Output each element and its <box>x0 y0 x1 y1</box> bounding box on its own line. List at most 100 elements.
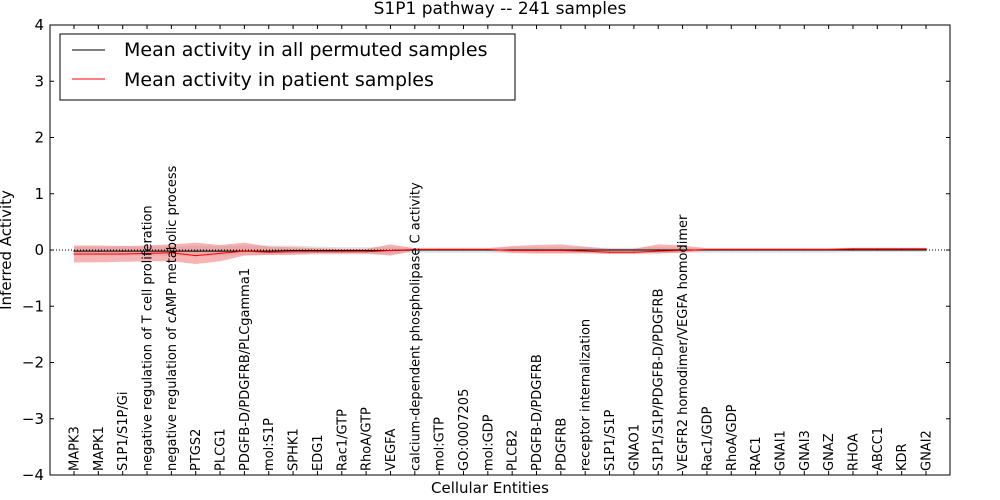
permuted-point-mapk1 <box>97 250 99 252</box>
x-tick-label-gnai2: GNAI2 <box>920 430 935 471</box>
patient-point-rhoa-gtp <box>365 251 367 253</box>
patient-point-gnai2 <box>925 248 927 250</box>
x-tick-label-negative-regulation-of-t-cell-proliferation: negative regulation of T cell proliferat… <box>141 205 156 471</box>
x-tick-label-rac1-gdp: Rac1/GDP <box>700 406 715 471</box>
permuted-point-mapk3 <box>73 250 75 252</box>
legend-box <box>59 33 516 101</box>
permuted-point-gnao1 <box>633 249 635 251</box>
x-tick-label-vegfr2-homodimer-vegfa-homodimer: VEGFR2 homodimer/VEGFA homodimer <box>676 214 691 471</box>
x-tick-label-pdgfb-d-pdgfrb: PDGFB-D/PDGFRB <box>530 354 545 471</box>
legend-label-permuted: Mean activity in all permuted samples <box>124 39 487 61</box>
y-axis: −4 −3 −2 −1 0 1 2 3 4 <box>22 16 950 484</box>
y-tick-label: 3 <box>34 72 44 90</box>
patient-point-negative-regulation-of-camp-metabolic-process <box>170 252 172 254</box>
permuted-point-receptor-internalization <box>584 249 586 251</box>
permuted-point-rhoa <box>852 249 854 251</box>
x-axis: MAPK3 MAPK1 S1P1/S1P/Gi negative regulation… <box>68 25 935 475</box>
y-tick-label: 2 <box>34 129 44 147</box>
band-layer <box>74 242 926 265</box>
patient-point-s1p1-s1p-pdgfb-d-pdgfrb <box>657 250 659 252</box>
patient-point-sphk1 <box>292 251 294 253</box>
patient-point-s1p1-s1p <box>608 251 611 253</box>
permuted-point-kdr <box>901 249 903 251</box>
patient-point-mol-s1p <box>268 251 270 253</box>
series-line-layer <box>73 248 927 257</box>
x-axis-label: Cellular Entities <box>431 479 549 497</box>
x-tick-label-plcb2: PLCB2 <box>506 430 521 471</box>
x-tick-label-go-0007205: GO:0007205 <box>457 389 472 471</box>
y-tick-label: −4 <box>22 466 44 484</box>
patient-point-mapk3 <box>73 253 75 255</box>
x-tick-label-s1p1-s1p-gi: S1P1/S1P/Gi <box>116 392 131 471</box>
permuted-point-s1p1-s1p-gi <box>122 250 124 252</box>
permuted-point-edg1 <box>316 249 319 252</box>
y-axis-label: Inferred Activity <box>0 190 15 310</box>
x-tick-label-ptgs2: PTGS2 <box>189 429 204 471</box>
patient-point-abcc1 <box>876 248 878 250</box>
patient-point-vegfa <box>389 249 392 252</box>
legend-label-patient: Mean activity in patient samples <box>124 69 434 91</box>
patient-point-rac1 <box>755 248 757 251</box>
patient-point-mapk1 <box>97 253 99 255</box>
patient-point-negative-regulation-of-t-cell-proliferation <box>146 252 148 254</box>
patient-point-gnaz <box>828 248 830 251</box>
patient-point-kdr <box>901 248 903 250</box>
patient-samples-band <box>74 242 926 265</box>
patient-point-plcg1 <box>219 252 221 254</box>
patient-point-go-0007205 <box>462 248 465 251</box>
x-tick-label-mapk1: MAPK1 <box>92 426 107 471</box>
x-tick-label-rhoa-gtp: RhoA/GTP <box>360 407 375 471</box>
permuted-point-gnai2 <box>925 249 927 251</box>
x-tick-label-negative-regulation-of-camp-metabolic-process: negative regulation of cAMP metabolic pr… <box>165 165 180 471</box>
patient-point-mol-gtp <box>438 248 440 251</box>
patient-point-gnai3 <box>803 248 805 251</box>
permuted-point-rac1-gtp <box>341 249 343 252</box>
permuted-point-s1p1-s1p <box>608 249 611 251</box>
x-tick-label-mol-gdp: mol:GDP <box>481 414 496 471</box>
patient-point-s1p1-s1p-gi <box>122 253 124 255</box>
y-tick-label: 0 <box>34 241 44 259</box>
x-tick-label-gnaz: GNAZ <box>822 433 837 471</box>
permuted-point-sphk1 <box>292 249 294 252</box>
patient-mean-line <box>74 248 926 257</box>
x-tick-label-mol-s1p: mol:S1P <box>262 418 277 471</box>
patient-point-receptor-internalization <box>584 250 586 252</box>
patient-point-rac1-gtp <box>341 251 343 253</box>
x-tick-label-mol-gtp: mol:GTP <box>433 417 448 471</box>
y-tick-label: 4 <box>34 16 44 34</box>
x-tick-label-receptor-internalization: receptor internalization <box>579 319 594 471</box>
patient-point-rhoa <box>852 248 854 250</box>
x-tick-label-rhoa-gdp: RhoA/GDP <box>725 404 740 471</box>
permuted-point-abcc1 <box>876 249 878 251</box>
x-tick-label-mapk3: MAPK3 <box>68 426 83 471</box>
permuted-point-plcg1 <box>219 250 221 252</box>
permuted-point-ptgs2 <box>195 250 197 252</box>
y-tick-label: −2 <box>22 354 44 372</box>
x-tick-label-gnai1: GNAI1 <box>773 430 788 471</box>
x-tick-label-plcg1: PLCG1 <box>214 428 229 471</box>
x-tick-label-kdr: KDR <box>895 443 910 471</box>
permuted-point-s1p1-s1p-pdgfb-d-pdgfrb <box>657 249 659 251</box>
permuted-point-negative-regulation-of-t-cell-proliferation <box>146 250 148 252</box>
permuted-point-negative-regulation-of-camp-metabolic-process <box>170 250 172 252</box>
patient-point-mol-gdp <box>487 248 489 251</box>
permuted-point-rhoa-gtp <box>365 249 367 252</box>
patient-point-pdgfb-d-pdgfrb-plcgamma1 <box>243 250 245 252</box>
x-tick-label-sphk1: SPHK1 <box>287 428 302 471</box>
patient-point-edg1 <box>316 251 319 253</box>
y-tick-label: −3 <box>22 410 44 428</box>
y-tick-label: −1 <box>22 297 44 315</box>
x-tick-label-abcc1: ABCC1 <box>871 427 886 471</box>
patient-point-ptgs2 <box>195 255 197 257</box>
x-tick-label-gnai3: GNAI3 <box>798 430 813 471</box>
patient-point-calcium-dependent-phospholipase-c-activity <box>414 248 416 251</box>
patient-point-gnao1 <box>633 251 635 253</box>
patient-point-rac1-gdp <box>706 248 708 251</box>
patient-point-vegfr2-homodimer-vegfa-homodimer <box>681 249 684 252</box>
x-tick-label-pdgfb-d-pdgfrb-plcgamma1: PDGFB-D/PDGFRB/PLCgamma1 <box>238 268 253 471</box>
x-tick-label-calcium-dependent-phospholipase-c-activity: calcium-dependent phospholipase C activi… <box>408 182 423 471</box>
legend: Mean activity in all permuted samples Me… <box>59 33 516 101</box>
x-tick-label-s1p1-s1p-pdgfb-d-pdgfrb: S1P1/S1P/PDGFB-D/PDGFRB <box>652 288 667 471</box>
x-tick-label-rac1: RAC1 <box>749 436 764 471</box>
